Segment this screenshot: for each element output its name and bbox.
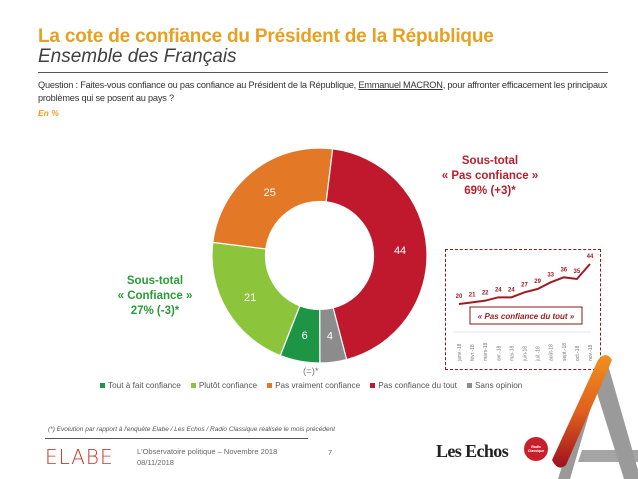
observatoire-info: L'Observatoire politique – Novembre 2018…: [137, 446, 277, 468]
trend-series-line: [458, 263, 591, 305]
trend-marks: 20 21 22 24 24 27 29 33 36 35 44: [456, 254, 594, 305]
subtotal-pas-confiance-line-2: « Pas confiance »: [441, 170, 539, 182]
legend-label: Tout à fait confiance: [108, 381, 181, 390]
trend-x-tick-label: sept.-18: [562, 343, 568, 361]
trend-x-tick-label: oct.-18: [575, 345, 581, 361]
legend-label: Pas confiance du tout: [378, 381, 457, 390]
donut-label-plutot-confiance: 21: [244, 292, 256, 304]
legend-label: Sans opinion: [474, 381, 523, 390]
trend-x-tick-label: juil.-18: [536, 346, 542, 362]
legend-item-plutot-confiance: Plutôt confiance: [190, 381, 258, 390]
trend-x-tick-label: janv.-18: [457, 343, 463, 362]
elabe-logo: ELABE: [45, 445, 114, 469]
donut-slice-pas-confiance-du-tout: [325, 148, 428, 361]
trend-x-tick-label: juin-18: [523, 346, 529, 362]
observatoire-date: 08/11/2018: [137, 458, 174, 467]
les-echos-logo: Les Echos: [436, 441, 509, 461]
donut-label-pas-confiance-du-tout: 44: [394, 245, 406, 257]
trend-data-label: 33: [547, 272, 554, 278]
radio-classique-logo-text: Radio Classique: [527, 445, 545, 453]
trend-title: « Pas confiance du tout »: [478, 312, 575, 321]
donut-label-pas-vraiment-confiance: 25: [264, 187, 276, 199]
subtotal-confiance-line-2: « Confiance »: [117, 290, 193, 302]
legend-label: Pas vraiment confiance: [275, 381, 361, 390]
donut-slice-plutot-confiance: [211, 241, 301, 357]
legend-item-tout-a-fait-confiance: Tout à fait confiance: [100, 381, 181, 390]
legend-label: Plutôt confiance: [198, 381, 258, 390]
trend-inset-box: [445, 249, 601, 370]
page-title: La cote de confiance du Président de la …: [38, 26, 494, 47]
trend-data-label: 24: [495, 287, 502, 293]
trend-line-chart: 20 21 22 24 24 27 29 33 36 35 44 « Pas confiance d…: [453, 254, 594, 362]
legend-swatch: [370, 383, 376, 388]
elabe-a-mark-icon: [552, 355, 638, 479]
footer-divider: [45, 438, 308, 439]
legend-swatch: [190, 383, 196, 388]
legend-item-pas-confiance-du-tout: Pas confiance du tout: [370, 381, 457, 390]
subtotal-pas-confiance: Sous-total « Pas confiance » 69% (+3)*: [420, 154, 560, 199]
trend-x-tick-labels: janv.-18 févr.-18 mars-18 avr.-18 mai-18 juin…: [457, 342, 594, 362]
trend-x-tick-label: avr.-18: [496, 345, 502, 361]
subtotal-pas-confiance-line-3: 69% (+3)*: [464, 185, 516, 197]
trend-data-label: 21: [469, 292, 476, 298]
trend-x-tick-label: nov.-18: [588, 344, 594, 361]
subtotal-pas-confiance-line-1: Sous-total: [461, 155, 519, 167]
donut-label-tout-a-fait-confiance: 6: [302, 330, 308, 342]
subtotal-confiance-line-1: Sous-total: [126, 275, 184, 287]
sans-opinion-evolution: (=)*: [303, 366, 319, 377]
trend-data-label: 24: [508, 287, 515, 293]
survey-question: Question : Faites-vous confiance ou pas …: [38, 79, 608, 105]
legend-item-pas-vraiment-confiance: Pas vraiment confiance: [267, 381, 360, 390]
trend-data-label: 29: [534, 279, 541, 285]
subtotal-confiance: Sous-total « Confiance » 27% (-3)*: [90, 274, 220, 319]
question-suffix: , pour affronter efficacement les princi…: [38, 80, 608, 103]
trend-data-label: 22: [482, 291, 489, 297]
unit-label: En %: [38, 108, 59, 118]
header-divider: [38, 72, 608, 73]
trend-data-label: 20: [456, 294, 463, 300]
footnote: (*) Evolution par rapport à l'enquête El…: [48, 426, 336, 433]
legend-item-sans-opinion: Sans opinion: [466, 381, 523, 390]
radio-classique-logo: Radio Classique: [524, 437, 548, 461]
trend-x-tick-label: août-18: [549, 344, 555, 361]
trend-data-label: 35: [574, 269, 581, 275]
observatoire-title: L'Observatoire politique – Novembre 2018: [137, 447, 278, 456]
legend-swatch: [100, 383, 105, 388]
trend-x-tick-label: mai-18: [509, 345, 515, 361]
question-prefix: Question : Faites-vous confiance ou pas …: [38, 80, 359, 90]
question-name: Emmanuel MACRON: [358, 80, 443, 90]
legend-swatch: [267, 383, 273, 388]
page-number: 7: [328, 448, 333, 457]
donut-slice-pas-vraiment-confiance: [212, 147, 334, 250]
trend-data-label: 44: [587, 254, 594, 260]
elabe-logo-text: ELABE: [45, 445, 114, 469]
donut-slices: [211, 147, 428, 364]
subtotal-confiance-line-3: 27% (-3)*: [130, 305, 180, 317]
trend-data-label: 27: [521, 282, 528, 288]
legend-swatch: [466, 383, 472, 388]
donut-legend: Tout à fait confiance Plutôt confiance Pas…: [100, 381, 522, 390]
trend-x-tick-label: févr.-18: [470, 344, 476, 361]
trend-x-tick-label: mars-18: [483, 342, 489, 361]
donut-label-sans-opinion: 4: [327, 331, 333, 343]
trend-data-label: 36: [560, 267, 567, 273]
page-subtitle: Ensemble des Français: [38, 46, 237, 67]
trend-title-box: [469, 306, 583, 325]
